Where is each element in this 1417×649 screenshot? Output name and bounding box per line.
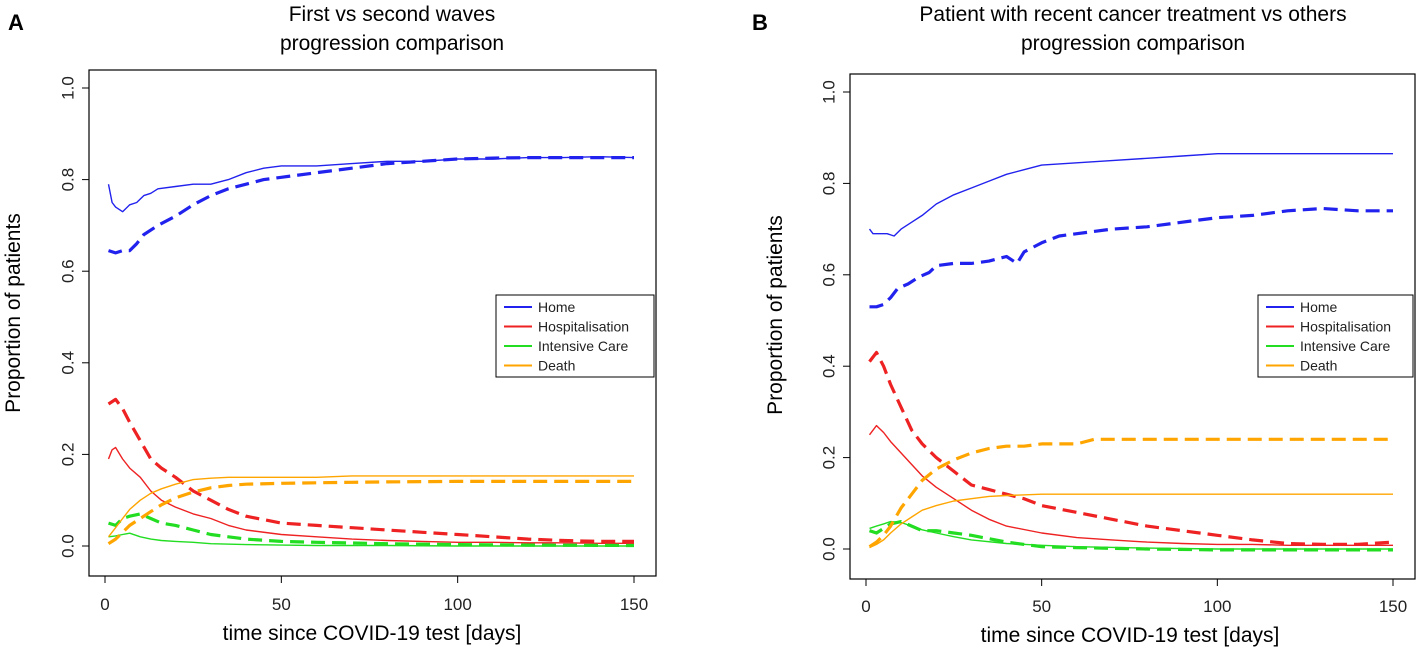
chart-title-line-1: Patient with recent cancer treatment vs … xyxy=(919,3,1346,26)
x-tick-label: 50 xyxy=(272,595,291,614)
legend-label: Death xyxy=(538,358,575,374)
y-tick-label: 0.4 xyxy=(819,354,838,378)
series-home-dashed xyxy=(108,156,634,255)
legend-box xyxy=(495,294,655,378)
y-axis-label: Proportion of patients xyxy=(764,215,787,415)
panel-label: B xyxy=(752,10,768,35)
panel-label: A xyxy=(8,10,24,35)
series-hospitalisation-dashed xyxy=(107,397,634,544)
y-tick-label: 1.0 xyxy=(58,76,77,100)
legend-label: Death xyxy=(1300,358,1337,374)
series-intensive-care-dashed xyxy=(108,512,635,548)
y-tick-label: 0.0 xyxy=(819,537,838,561)
x-tick-label: 100 xyxy=(1203,597,1231,616)
y-tick-label: 0.8 xyxy=(58,168,77,192)
legend-label: Hospitalisation xyxy=(538,319,629,335)
series-home-solid xyxy=(868,152,1393,237)
legend-label: Hospitalisation xyxy=(1300,319,1391,335)
x-axis-label: time since COVID-19 test [days] xyxy=(981,624,1280,647)
x-tick-label: 150 xyxy=(1379,597,1407,616)
series-hospitalisation-solid xyxy=(868,424,1393,546)
y-tick-label: 0.2 xyxy=(58,443,77,467)
y-tick-label: 1.0 xyxy=(819,80,838,104)
legend: Home Hospitalisation Intensive Care Death xyxy=(1257,294,1414,378)
chart-title-line-2: progression comparison xyxy=(1021,32,1245,55)
series-hospitalisation-solid xyxy=(107,446,634,544)
series-intensive-care-solid xyxy=(108,532,634,547)
x-axis: 0 50 100 150 xyxy=(861,578,1407,616)
chart-title-line-2: progression comparison xyxy=(280,32,504,55)
x-tick-label: 150 xyxy=(620,595,648,614)
series-intensive-care-dashed xyxy=(869,519,1393,552)
series-death-solid xyxy=(107,475,634,538)
y-tick-label: 0.2 xyxy=(819,446,838,470)
y-axis: 0.0 0.2 0.4 0.6 0.8 1.0 xyxy=(819,80,851,561)
legend-label: Home xyxy=(1300,299,1338,315)
series-death-dashed xyxy=(107,479,634,546)
y-axis: 0.0 0.2 0.4 0.6 0.8 1.0 xyxy=(58,76,90,558)
panel-a: A First vs second waves progression comp… xyxy=(2,3,657,645)
series-death-dashed xyxy=(868,437,1393,549)
x-tick-label: 0 xyxy=(100,595,109,614)
chart-title-line-1: First vs second waves xyxy=(289,3,496,26)
legend-label: Intensive Care xyxy=(1300,338,1390,354)
series-death-solid xyxy=(869,493,1393,549)
x-tick-label: 0 xyxy=(861,597,870,616)
y-axis-label: Proportion of patients xyxy=(2,213,25,413)
series-layer xyxy=(868,152,1394,552)
x-tick-label: 100 xyxy=(443,595,471,614)
legend-label: Intensive Care xyxy=(538,338,628,354)
series-home-dashed xyxy=(869,206,1393,309)
x-axis-label: time since COVID-19 test [days] xyxy=(223,622,522,645)
series-hospitalisation-dashed xyxy=(868,350,1394,547)
legend-label: Home xyxy=(538,299,576,315)
y-tick-label: 0.6 xyxy=(58,259,77,283)
series-layer xyxy=(107,155,635,548)
y-tick-label: 0.8 xyxy=(819,172,838,196)
y-tick-label: 0.0 xyxy=(58,534,77,558)
x-tick-label: 50 xyxy=(1032,597,1051,616)
panel-b: B Patient with recent cancer treatment v… xyxy=(752,3,1416,647)
y-tick-label: 0.6 xyxy=(819,263,838,287)
legend: Home Hospitalisation Intensive Care Death xyxy=(495,294,655,378)
legend-box xyxy=(1257,294,1414,378)
y-tick-label: 0.4 xyxy=(58,351,77,375)
x-axis: 0 50 100 150 xyxy=(100,575,648,614)
